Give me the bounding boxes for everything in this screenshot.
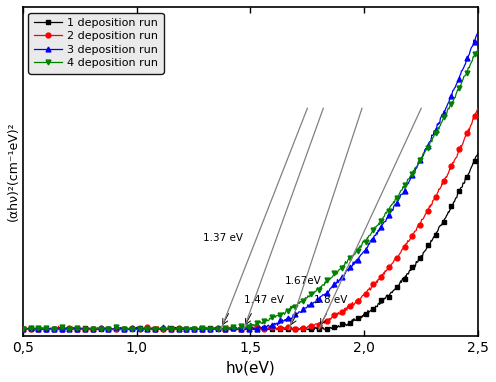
2 deposition run: [371, 283, 377, 287]
2 deposition run: [231, 327, 237, 332]
Legend: 1 deposition run, 2 deposition run, 3 deposition run, 4 deposition run: 1 deposition run, 2 deposition run, 3 de…: [28, 13, 164, 74]
Line: 2 deposition run: 2 deposition run: [20, 78, 492, 332]
Text: 1.67eV: 1.67eV: [285, 277, 321, 286]
2 deposition run: [20, 327, 26, 332]
3 deposition run: [371, 233, 377, 238]
Text: 1.47 eV: 1.47 eV: [244, 295, 284, 305]
1 deposition run: [371, 306, 377, 311]
3 deposition run: [487, 0, 493, 5]
X-axis label: hν(eV): hν(eV): [226, 360, 275, 375]
Line: 4 deposition run: 4 deposition run: [20, 21, 492, 332]
3 deposition run: [331, 282, 337, 286]
Text: 1.8 eV: 1.8 eV: [314, 295, 348, 305]
4 deposition run: [140, 327, 146, 332]
1 deposition run: [140, 327, 146, 332]
Y-axis label: (αhν)²(cm⁻¹eV)²: (αhν)²(cm⁻¹eV)²: [7, 121, 20, 221]
4 deposition run: [486, 21, 492, 25]
4 deposition run: [371, 226, 377, 230]
3 deposition run: [295, 311, 301, 316]
Text: 1.37 eV: 1.37 eV: [202, 233, 243, 243]
4 deposition run: [295, 301, 301, 306]
3 deposition run: [20, 327, 26, 332]
2 deposition run: [295, 326, 301, 330]
4 deposition run: [102, 327, 108, 332]
2 deposition run: [140, 325, 146, 330]
1 deposition run: [331, 325, 337, 330]
1 deposition run: [295, 327, 301, 332]
Line: 1 deposition run: 1 deposition run: [20, 123, 492, 332]
2 deposition run: [102, 327, 108, 332]
4 deposition run: [20, 327, 26, 332]
3 deposition run: [102, 325, 108, 330]
3 deposition run: [231, 327, 237, 332]
1 deposition run: [231, 326, 237, 331]
2 deposition run: [331, 312, 337, 317]
3 deposition run: [140, 327, 146, 331]
4 deposition run: [487, 21, 493, 26]
2 deposition run: [487, 78, 493, 83]
4 deposition run: [231, 326, 237, 331]
1 deposition run: [487, 123, 493, 127]
1 deposition run: [20, 327, 26, 332]
Line: 3 deposition run: 3 deposition run: [20, 0, 492, 332]
1 deposition run: [102, 327, 108, 331]
4 deposition run: [331, 271, 337, 276]
